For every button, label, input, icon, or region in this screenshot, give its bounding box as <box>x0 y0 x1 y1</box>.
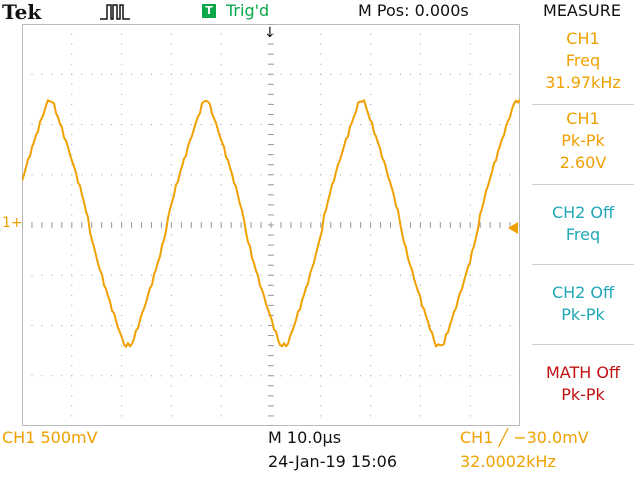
ch1-vertical-scale: CH1 500mV <box>2 428 98 447</box>
trigger-status: Trig'd <box>226 1 270 20</box>
measure-menu: CH1 Freq 31.97kHz CH1 Pk-Pk 2.60V CH2 Of… <box>526 24 640 426</box>
measure-slot-1-line-3: 31.97kHz <box>545 73 621 92</box>
measure-slot-2[interactable]: CH1 Pk-Pk 2.60V <box>526 108 640 174</box>
measure-slot-1-line-2: Freq <box>565 51 601 70</box>
timebase: M 10.0µs <box>268 428 342 447</box>
measure-slot-3[interactable]: CH2 Off Freq <box>526 202 640 246</box>
ch1-waveform <box>21 99 521 348</box>
measure-slot-5[interactable]: MATH Off Pk-Pk <box>526 362 640 406</box>
measure-slot-5-line-1: MATH Off <box>545 363 620 382</box>
trigger-level-arrow-icon[interactable] <box>508 222 518 234</box>
measure-slot-2-line-1: CH1 <box>566 109 600 128</box>
trigger-settings: CH1 ╱ −30.0mV <box>460 428 589 447</box>
measure-slot-4-line-2: Pk-Pk <box>561 305 605 324</box>
measure-slot-5-line-2: Pk-Pk <box>561 385 605 404</box>
menu-divider <box>532 264 634 265</box>
trigger-position-arrow-icon: ↓ <box>264 25 276 41</box>
trigger-frequency: 32.0002kHz <box>460 452 556 471</box>
menu-divider <box>532 104 634 105</box>
measure-slot-3-line-2: Freq <box>565 225 601 244</box>
measure-slot-2-line-3: 2.60V <box>559 153 607 172</box>
graticule <box>21 23 521 427</box>
trigger-badge: T <box>202 4 216 18</box>
measure-slot-2-line-2: Pk-Pk <box>561 131 605 150</box>
status-bar: Tek T Trig'd M Pos: 0.000s MEASURE <box>0 0 640 24</box>
channel1-ground-marker: 1+ <box>2 215 23 231</box>
acquisition-pulse-icon <box>100 4 130 20</box>
measure-slot-1-line-1: CH1 <box>566 29 600 48</box>
date-time: 24-Jan-19 15:06 <box>268 452 398 471</box>
menu-divider <box>532 184 634 185</box>
waveform-display <box>21 23 521 427</box>
measure-slot-4[interactable]: CH2 Off Pk-Pk <box>526 282 640 326</box>
menu-title: MEASURE <box>543 1 621 20</box>
measure-slot-3-line-1: CH2 Off <box>551 203 615 222</box>
status-footer: CH1 500mV M 10.0µs 24-Jan-19 15:06 CH1 ╱… <box>0 426 640 480</box>
menu-divider <box>532 344 634 345</box>
brand-logo: Tek <box>2 0 42 24</box>
measure-slot-1[interactable]: CH1 Freq 31.97kHz <box>526 28 640 94</box>
horizontal-position: M Pos: 0.000s <box>358 1 469 20</box>
measure-slot-4-line-1: CH2 Off <box>551 283 615 302</box>
